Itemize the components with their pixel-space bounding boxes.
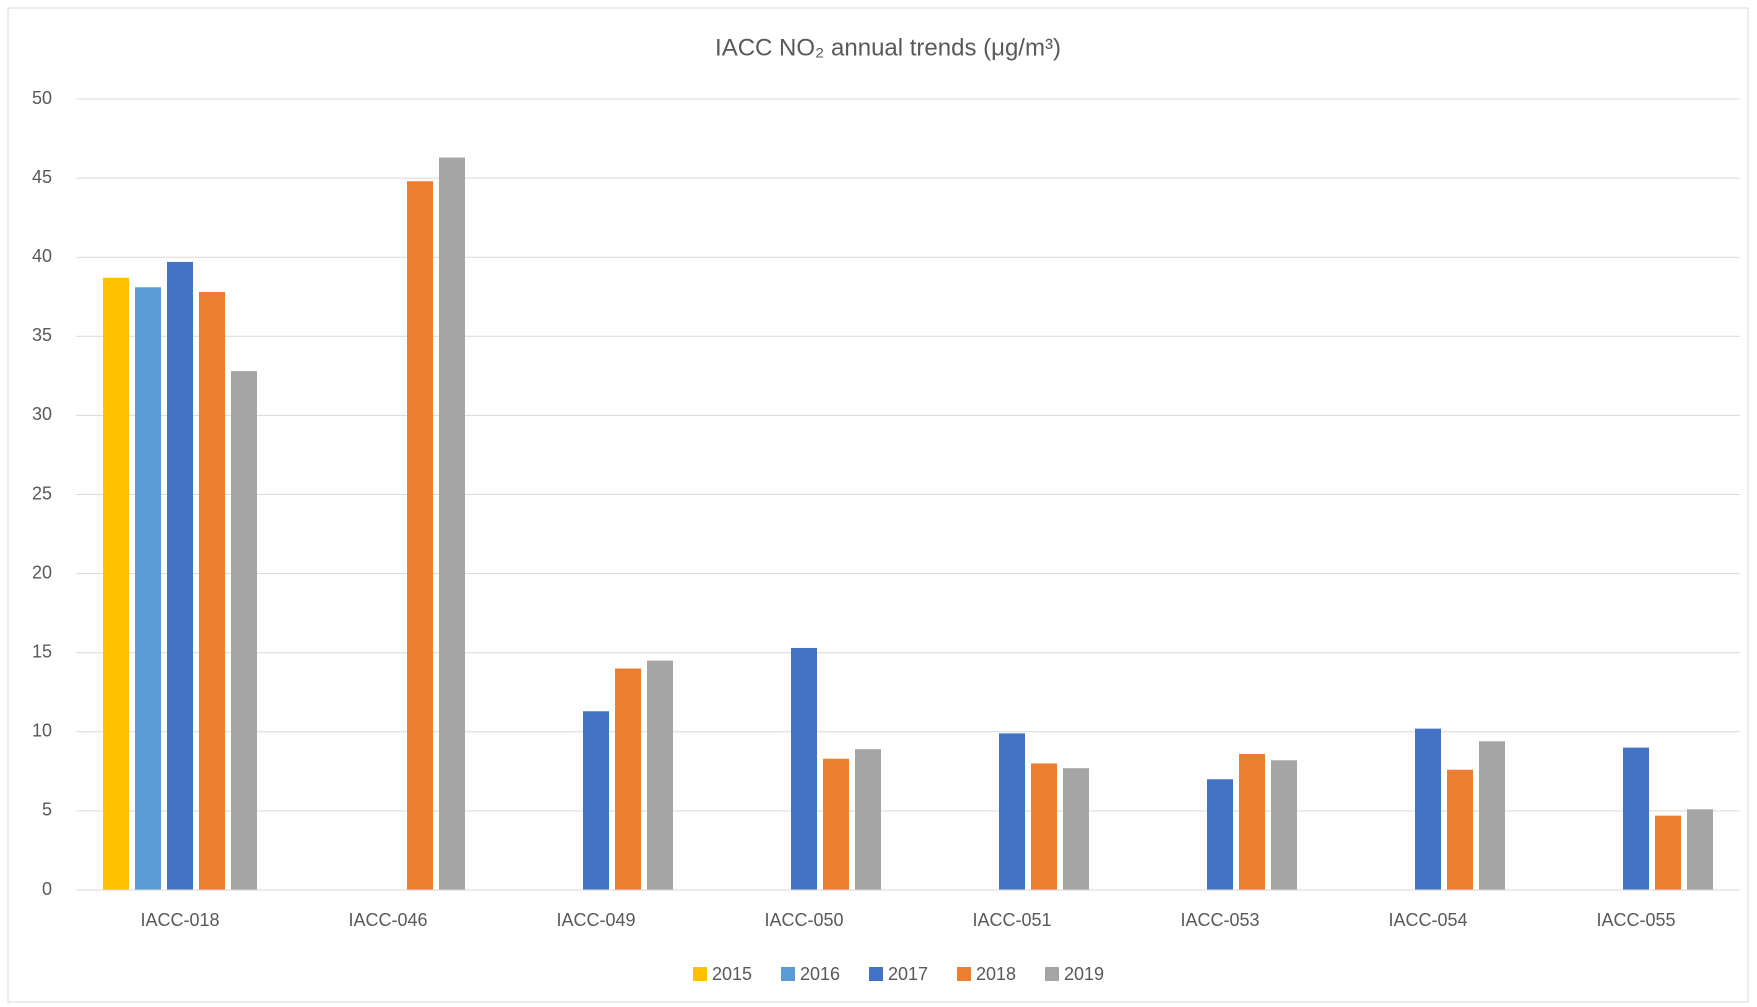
x-tick-label: IACC-050 <box>764 910 843 930</box>
bar <box>439 157 465 890</box>
bar <box>1479 741 1505 890</box>
bar <box>1063 768 1089 890</box>
bar <box>791 647 817 890</box>
y-tick-label: 40 <box>32 246 52 266</box>
bar <box>103 277 129 890</box>
chart-title: IACC NO₂ annual trends (μg/m³) <box>715 34 1061 61</box>
bar <box>1687 809 1713 890</box>
bar <box>1655 815 1681 890</box>
bar <box>647 660 673 890</box>
bar <box>135 287 161 890</box>
legend-label: 2016 <box>800 964 840 984</box>
y-tick-label: 20 <box>32 562 52 582</box>
bar <box>999 733 1025 890</box>
x-tick-label: IACC-055 <box>1596 910 1675 930</box>
legend-label: 2017 <box>888 964 928 984</box>
x-tick-label: IACC-054 <box>1388 910 1467 930</box>
bar <box>1447 769 1473 890</box>
y-tick-label: 35 <box>32 325 52 345</box>
y-tick-label: 0 <box>42 879 52 899</box>
bar <box>407 181 433 890</box>
bar <box>167 261 193 890</box>
bar <box>199 292 225 890</box>
bar <box>231 371 257 890</box>
y-tick-label: 15 <box>32 641 52 661</box>
legend-swatch <box>957 967 971 981</box>
bar <box>855 749 881 890</box>
legend-swatch <box>781 967 795 981</box>
y-tick-label: 5 <box>42 800 52 820</box>
y-tick-label: 45 <box>32 167 52 187</box>
bar <box>1207 779 1233 890</box>
legend-label: 2018 <box>976 964 1016 984</box>
x-tick-label: IACC-018 <box>140 910 219 930</box>
bar <box>1415 728 1441 890</box>
x-tick-label: IACC-046 <box>348 910 427 930</box>
legend-swatch <box>1045 967 1059 981</box>
y-tick-label: 50 <box>32 88 52 108</box>
bar <box>823 758 849 890</box>
bar <box>1239 753 1265 890</box>
legend-swatch <box>693 967 707 981</box>
bar <box>583 711 609 890</box>
bar <box>1271 760 1297 890</box>
x-tick-label: IACC-053 <box>1180 910 1259 930</box>
bar <box>615 668 641 890</box>
y-tick-label: 30 <box>32 404 52 424</box>
x-tick-label: IACC-049 <box>556 910 635 930</box>
legend-label: 2015 <box>712 964 752 984</box>
bar <box>1031 763 1057 890</box>
legend-swatch <box>869 967 883 981</box>
legend-label: 2019 <box>1064 964 1104 984</box>
x-tick-label: IACC-051 <box>972 910 1051 930</box>
y-tick-label: 25 <box>32 483 52 503</box>
bar <box>1623 747 1649 890</box>
y-tick-label: 10 <box>32 721 52 741</box>
